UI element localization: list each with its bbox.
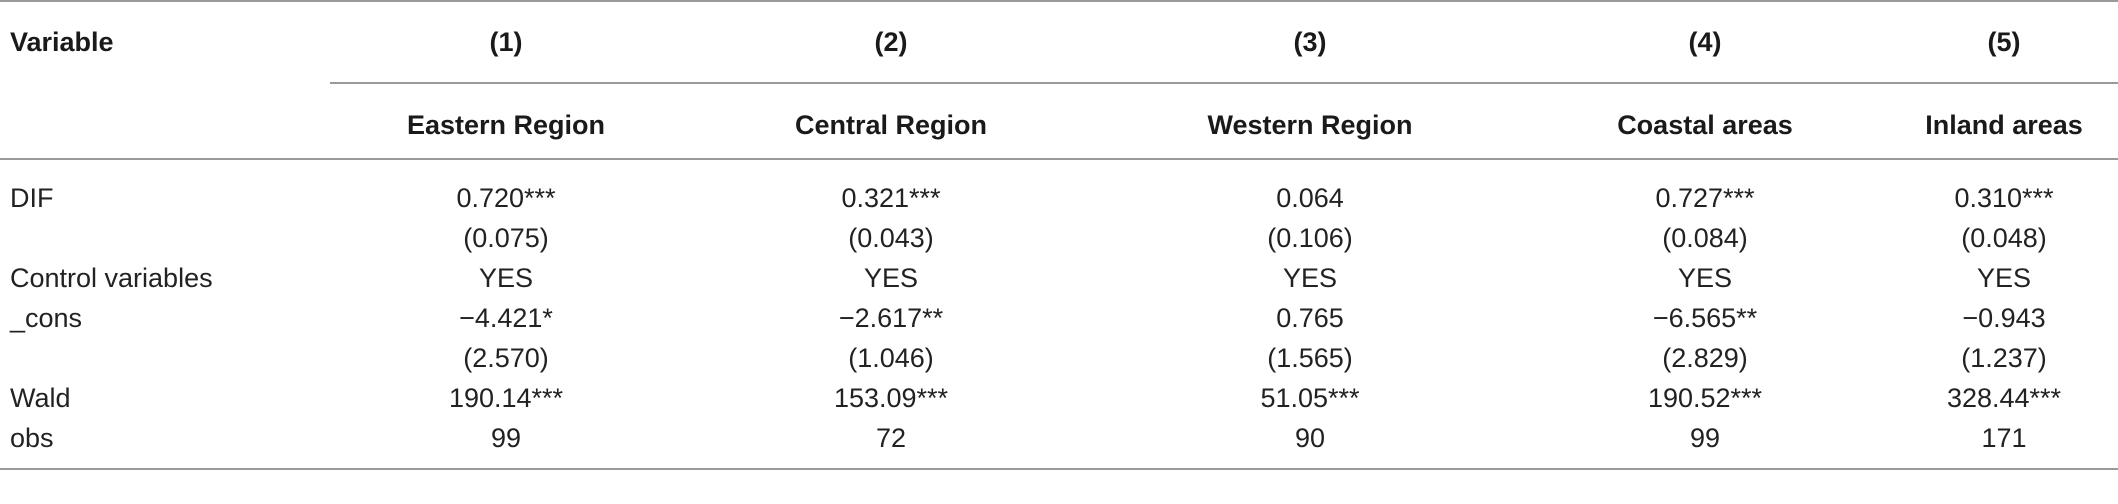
coefficient-value: 0.765 [1276,303,1344,333]
standard-error: (0.084) [1662,223,1748,253]
standard-error: (0.075) [463,223,549,253]
standard-error: (0.043) [848,223,934,253]
cell-wald-5: 328.44*** [1946,383,2062,413]
row-label-cons: _cons [10,303,83,333]
standard-error: (1.046) [848,343,934,373]
coefficient-value: 0.064 [1276,183,1344,213]
cell-control-1: YES [478,263,534,293]
coefficient-value: 0.727*** [1655,183,1755,213]
cell-cons-3: 0.765 (1.565) [1100,298,1520,378]
cell-control-2: YES [863,263,919,293]
cell-wald-4: 190.52*** [1647,383,1763,413]
coefficient-value: 0.321*** [841,183,941,213]
cell-wald-1: 190.14*** [448,383,564,413]
column-number-5: (5) [1890,0,2118,83]
cell-control-3: YES [1282,263,1338,293]
column-number-3: (3) [1100,0,1520,83]
row-label-control-variables: Control variables [10,263,213,293]
column-name-coastal: Coastal areas [1520,82,1890,160]
standard-error: (1.237) [1961,343,2047,373]
cell-dif-4: 0.727*** (0.084) [1520,159,1890,258]
column-number-1: (1) [330,0,682,83]
cell-dif-3: 0.064 (0.106) [1100,159,1520,258]
header-row-numbers: Variable (1) (2) (3) (4) (5) [0,0,2118,83]
row-label-dif: DIF [10,183,54,213]
cell-cons-4: −6.565** (2.829) [1520,298,1890,378]
column-name-western: Western Region [1100,82,1520,160]
cell-dif-2: 0.321*** (0.043) [682,159,1100,258]
cell-dif-5: 0.310*** (0.048) [1890,159,2118,258]
standard-error: (1.565) [1267,343,1353,373]
cell-obs-5: 171 [1890,418,2118,470]
row-label-obs: obs [0,418,330,470]
cell-cons-5: −0.943 (1.237) [1890,298,2118,378]
cell-obs-4: 99 [1520,418,1890,470]
coefficient-value: 0.310*** [1954,183,2054,213]
coefficient-value: 0.720*** [456,183,556,213]
coefficient-value: −2.617** [838,303,944,333]
cell-wald-2: 153.09*** [833,383,949,413]
cell-dif-1: 0.720*** (0.075) [330,159,682,258]
coefficient-value: −4.421* [459,303,553,333]
column-name-inland: Inland areas [1890,82,2118,160]
standard-error: (0.106) [1267,223,1353,253]
table-row: obs 99 72 90 99 171 [0,418,2118,470]
standard-error: (2.570) [463,343,549,373]
table-row: DIF 0.720*** (0.075) 0.321*** (0.043) 0.06… [0,159,2118,258]
row-label-wald: Wald [10,383,71,413]
table-row: _cons −4.421* (2.570) −2.617** (1.046) 0.7… [0,298,2118,378]
table-row: Control variables YES YES YES YES YES [0,258,2118,298]
cell-obs-2: 72 [682,418,1100,470]
standard-error: (2.829) [1662,343,1748,373]
header-blank-cell [0,83,330,160]
coefficient-value: −6.565** [1652,303,1758,333]
cell-obs-3: 90 [1100,418,1520,470]
table-row: Wald 190.14*** 153.09*** 51.05*** 190.52… [0,378,2118,418]
coefficient-value: −0.943 [1962,303,2046,333]
cell-control-4: YES [1677,263,1733,293]
cell-cons-1: −4.421* (2.570) [330,298,682,378]
standard-error: (0.048) [1961,223,2047,253]
column-name-eastern: Eastern Region [330,82,682,160]
header-row-names: Eastern Region Central Region Western Re… [0,82,2118,160]
variable-header: Variable [0,0,330,83]
column-name-central: Central Region [682,82,1100,160]
regression-table: Variable (1) (2) (3) (4) (5) Eastern Reg… [0,0,2118,470]
column-number-4: (4) [1520,0,1890,83]
cell-obs-1: 99 [330,418,682,470]
cell-cons-2: −2.617** (1.046) [682,298,1100,378]
cell-wald-3: 51.05*** [1260,383,1360,413]
cell-control-5: YES [1976,263,2032,293]
column-number-2: (2) [682,0,1100,83]
